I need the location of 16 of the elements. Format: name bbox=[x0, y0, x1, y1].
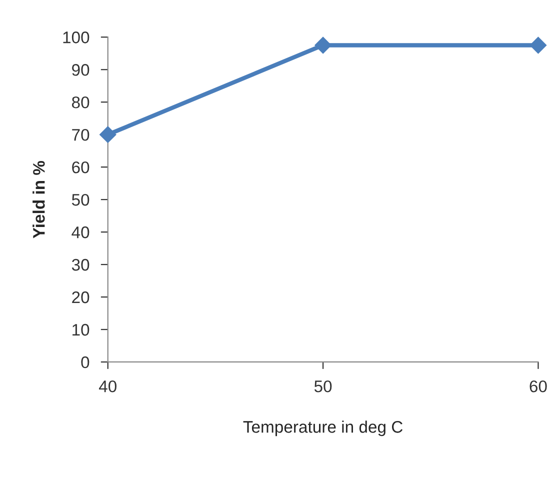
y-tick-label: 10 bbox=[72, 324, 90, 336]
y-tick-label: 100 bbox=[63, 32, 90, 44]
x-axis-title: Temperature in deg C bbox=[243, 420, 403, 436]
y-tick-label: 0 bbox=[81, 356, 90, 368]
y-tick-label: 50 bbox=[72, 194, 90, 206]
x-tick-label: 40 bbox=[98, 380, 116, 392]
y-tick-label: 80 bbox=[72, 96, 90, 108]
x-tick-label: 50 bbox=[314, 380, 332, 392]
y-tick-label: 20 bbox=[72, 291, 90, 304]
y-axis-title: Yield in % bbox=[32, 160, 45, 238]
x-tick-label: 60 bbox=[530, 380, 547, 392]
y-tick-label: 70 bbox=[72, 128, 90, 141]
y-tick-label: 90 bbox=[72, 64, 90, 76]
y-tick-label: 60 bbox=[72, 161, 90, 174]
y-tick-label: 40 bbox=[72, 226, 90, 238]
y-tick-label: 30 bbox=[72, 258, 90, 271]
